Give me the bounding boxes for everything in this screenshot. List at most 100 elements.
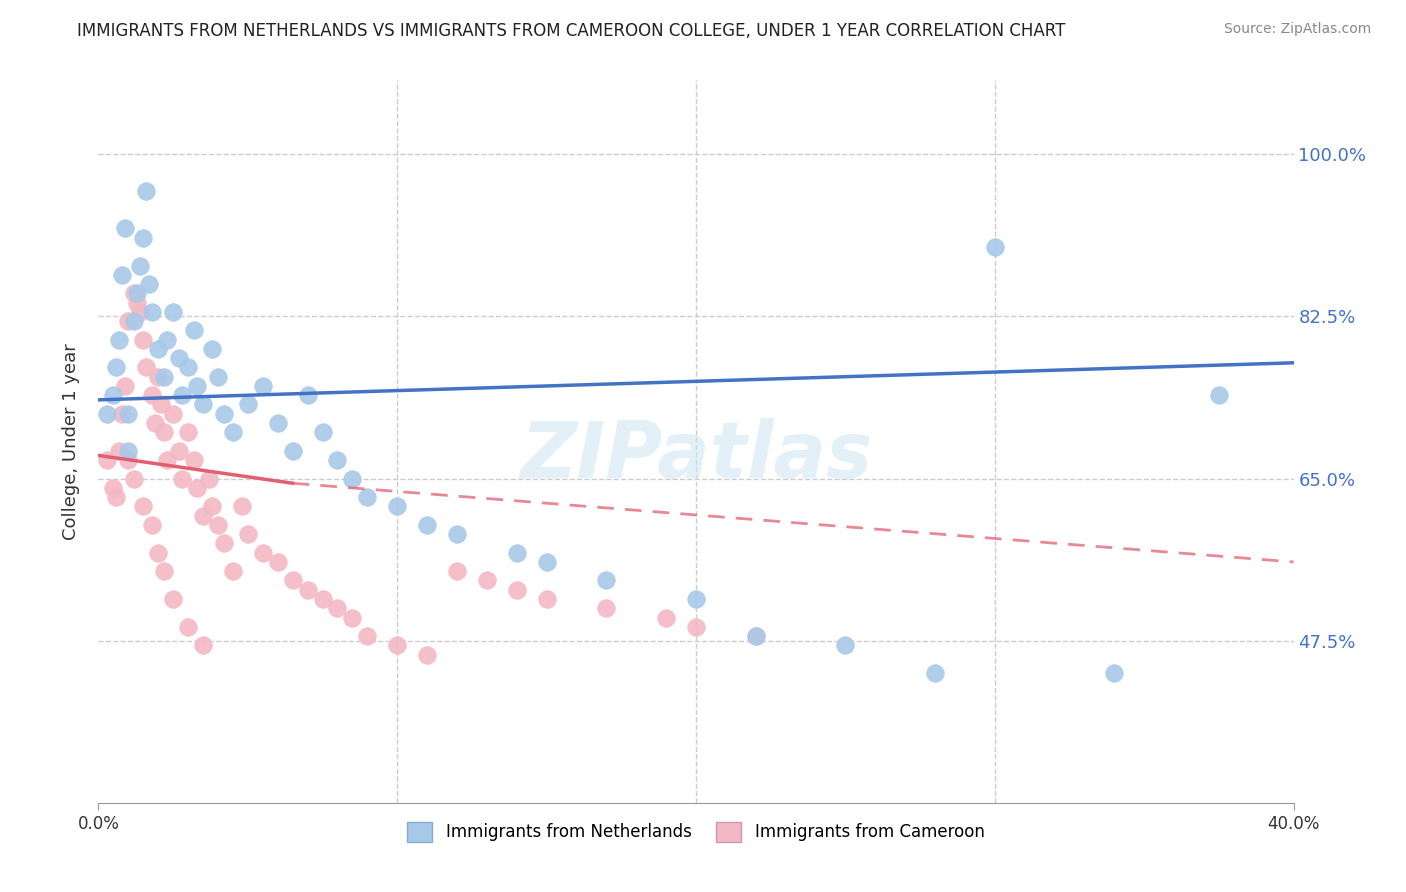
Point [536,555,558,569]
Point [446,527,468,541]
Point [281,443,304,458]
Point [198,472,221,486]
Point [236,527,259,541]
Point [177,360,200,375]
Y-axis label: College, Under 1 year: College, Under 1 year [62,343,80,540]
Point [108,443,131,458]
Point [153,425,176,440]
Point [138,277,160,291]
Point [183,323,205,337]
Point [135,185,157,199]
Point [222,425,245,440]
Point [103,388,125,402]
Point [177,620,200,634]
Point [172,388,194,402]
Point [96,453,118,467]
Point [745,629,768,643]
Point [212,536,235,550]
Point [117,453,139,467]
Point [252,546,274,560]
Point [153,564,176,578]
Point [96,407,118,421]
Point [141,517,163,532]
Point [207,369,229,384]
Point [132,231,155,245]
Point [117,407,139,421]
Point [162,305,184,319]
Point [114,221,136,235]
Point [416,517,439,532]
Point [267,416,290,430]
Point [984,240,1007,254]
Point [162,407,184,421]
Point [446,564,468,578]
Text: Source: ZipAtlas.com: Source: ZipAtlas.com [1223,22,1371,37]
Point [297,388,319,402]
Point [356,490,378,504]
Point [183,453,205,467]
Point [342,472,364,486]
Point [127,286,149,301]
Point [745,629,768,643]
Point [117,443,139,458]
Point [416,648,439,662]
Point [111,407,134,421]
Point [342,610,364,624]
Point [114,379,136,393]
Point [111,268,134,282]
Point [124,286,146,301]
Point [186,481,208,495]
Point [201,342,224,356]
Point [172,472,194,486]
Point [595,574,617,588]
Text: IMMIGRANTS FROM NETHERLANDS VS IMMIGRANTS FROM CAMEROON COLLEGE, UNDER 1 YEAR CO: IMMIGRANTS FROM NETHERLANDS VS IMMIGRANT… [77,22,1066,40]
Point [236,397,259,411]
Point [124,472,146,486]
Point [132,333,155,347]
Point [177,425,200,440]
Legend: Immigrants from Netherlands, Immigrants from Cameroon: Immigrants from Netherlands, Immigrants … [401,815,991,848]
Point [356,629,378,643]
Point [124,314,146,328]
Point [150,397,173,411]
Point [475,574,498,588]
Point [252,379,274,393]
Point [326,453,349,467]
Point [267,555,290,569]
Point [1208,388,1230,402]
Text: ZIPatlas: ZIPatlas [520,418,872,494]
Point [506,582,529,597]
Point [924,666,946,681]
Point [105,490,128,504]
Point [117,314,139,328]
Point [326,601,349,615]
Point [685,620,707,634]
Point [148,369,170,384]
Point [135,360,157,375]
Point [105,360,128,375]
Point [385,638,409,652]
Point [129,259,152,273]
Point [167,443,190,458]
Point [156,453,179,467]
Point [212,407,235,421]
Point [536,592,558,607]
Point [186,379,208,393]
Point [153,369,176,384]
Point [156,333,179,347]
Point [191,508,214,523]
Point [1104,666,1126,681]
Point [143,416,166,430]
Point [162,592,184,607]
Point [167,351,190,366]
Point [655,610,678,624]
Point [141,305,163,319]
Point [148,546,170,560]
Point [595,601,617,615]
Point [506,546,529,560]
Point [385,500,409,514]
Point [231,500,253,514]
Point [311,425,333,440]
Point [132,500,155,514]
Point [297,582,319,597]
